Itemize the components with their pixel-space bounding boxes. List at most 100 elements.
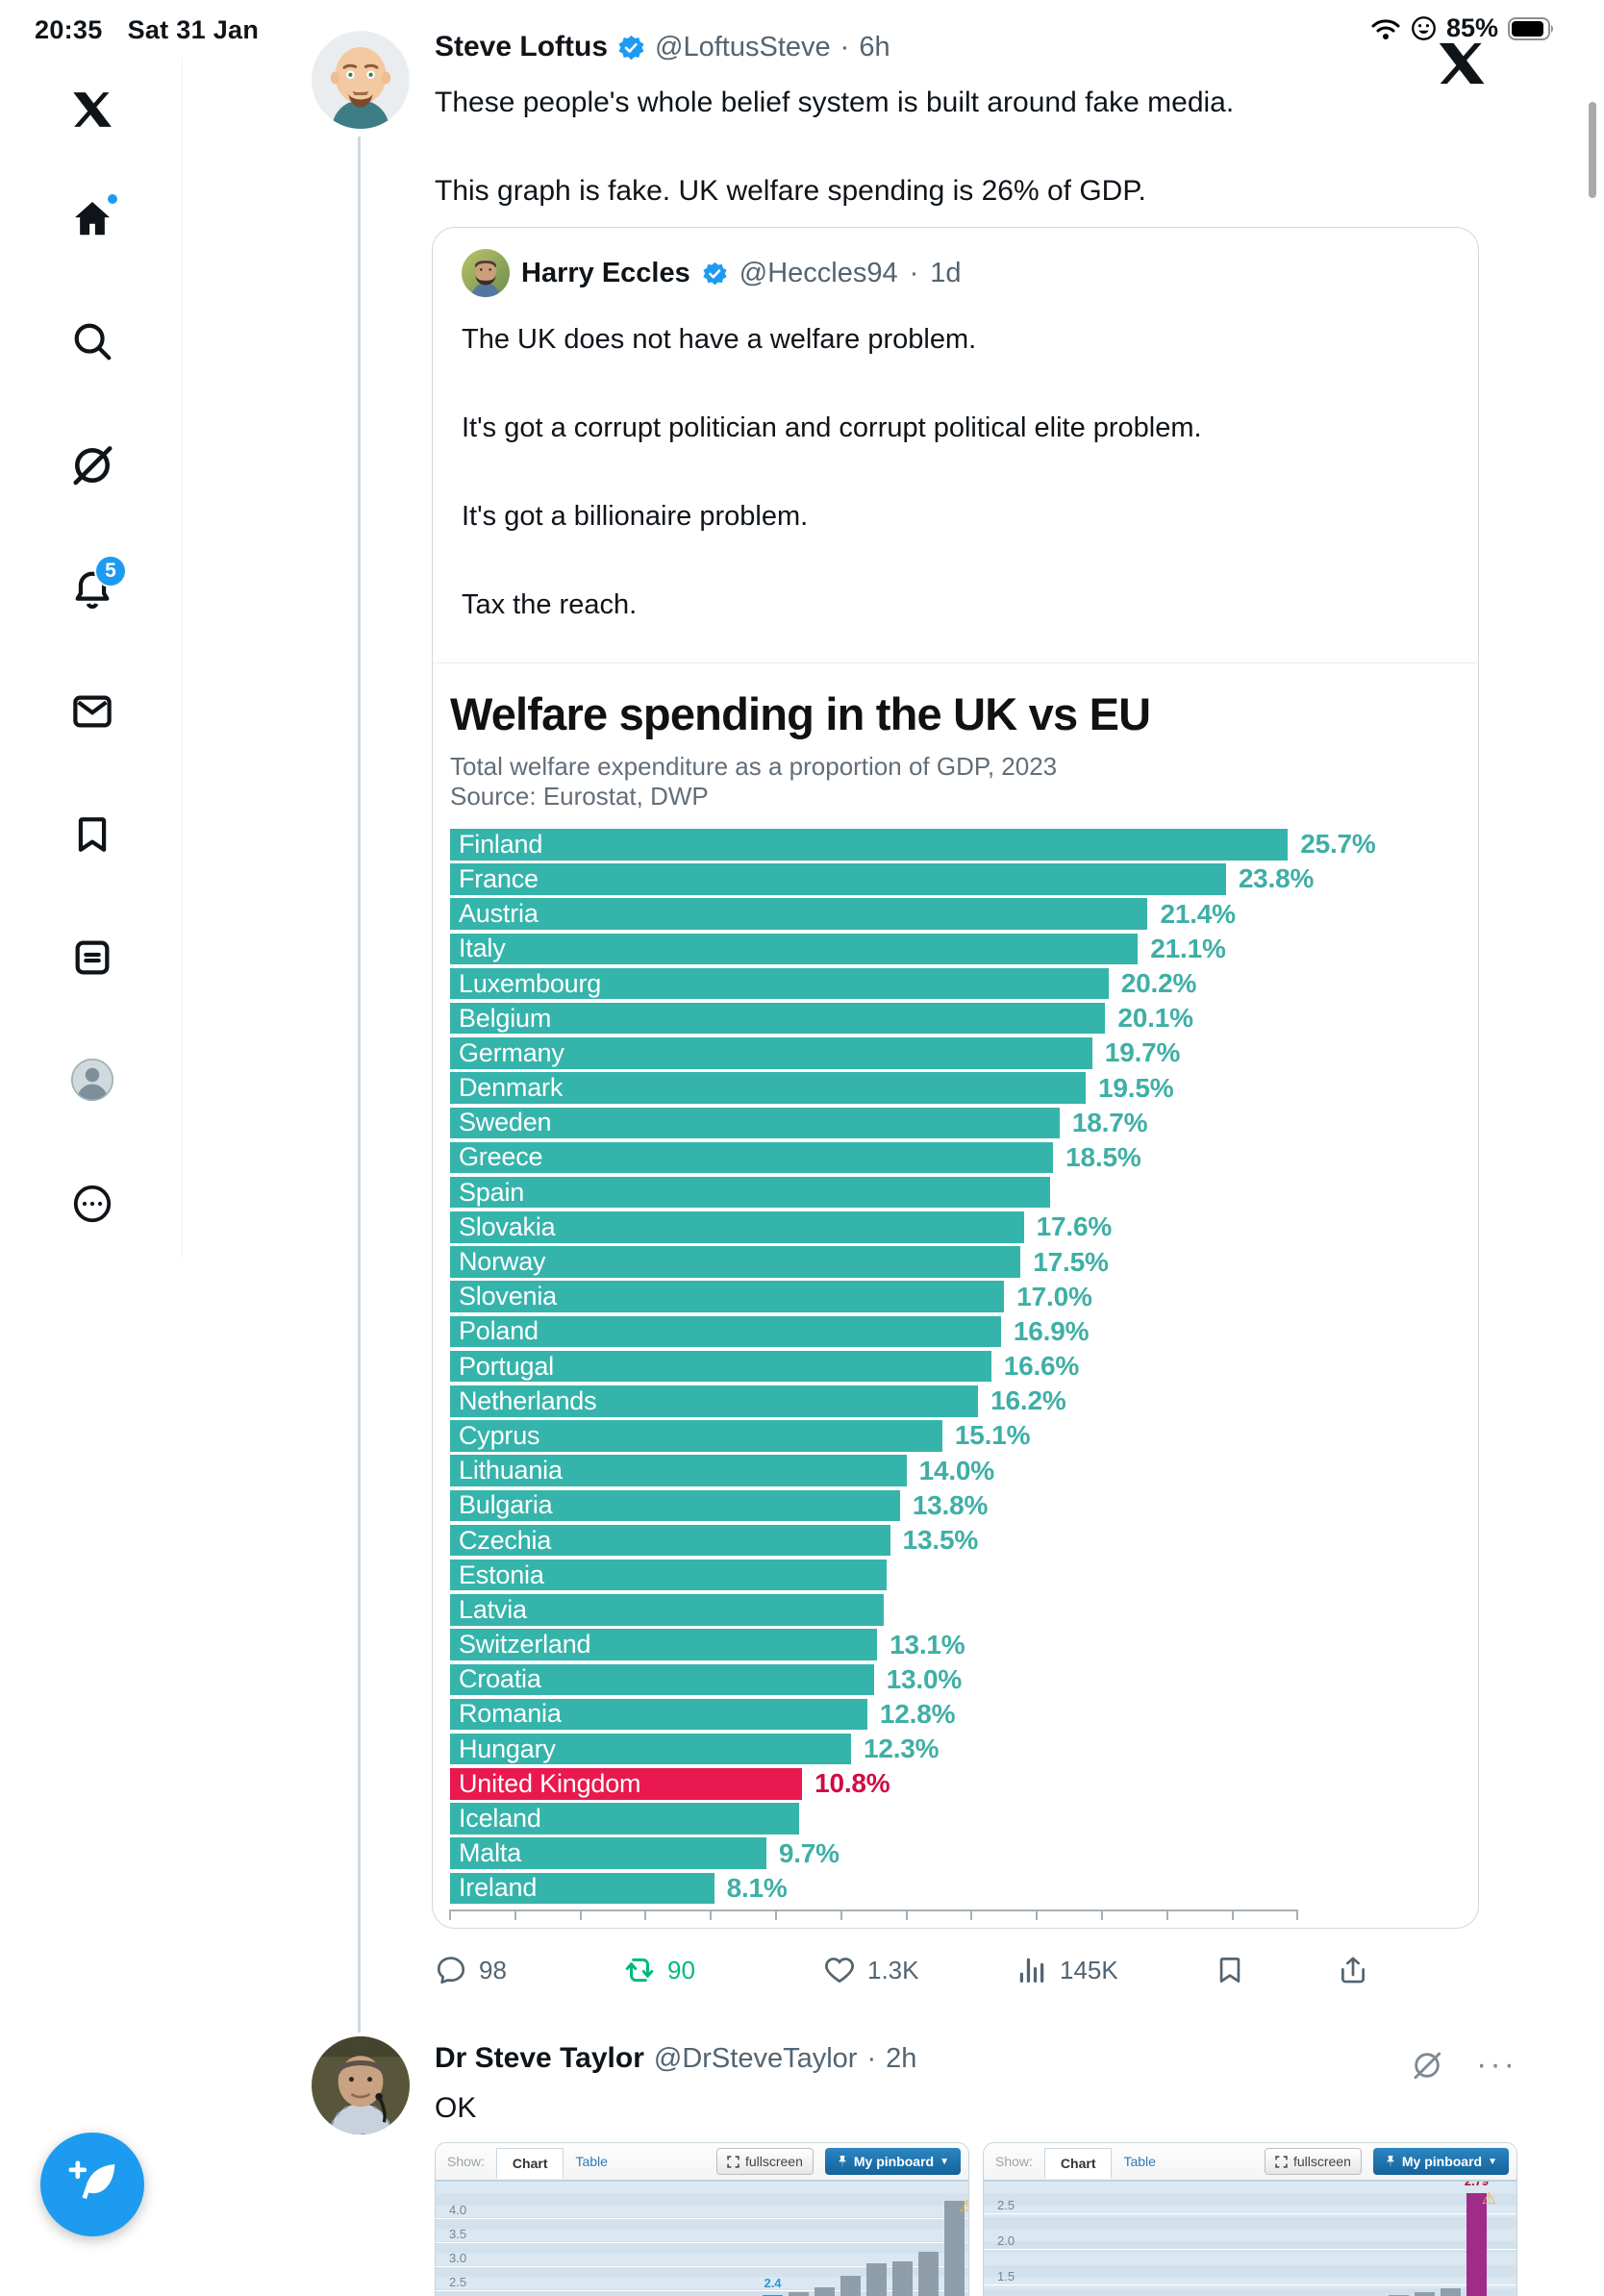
- clock: 20:35: [35, 15, 103, 44]
- bar-row: Romania 12.8%: [450, 1698, 1461, 1731]
- sidebar-item-bookmarks[interactable]: [69, 811, 115, 858]
- bar-row: Austria 21.4%: [450, 898, 1461, 930]
- sidebar-item-messages[interactable]: [69, 688, 115, 735]
- bar: Latvia: [450, 1594, 884, 1626]
- sidebar-item-x-home-logo[interactable]: [69, 87, 115, 133]
- reply-display-name[interactable]: Dr Steve Taylor: [435, 2042, 644, 2074]
- mini-bar: [1441, 2288, 1461, 2296]
- bar-category-label: Austria: [459, 899, 539, 929]
- bar-value-label: 18.7%: [1071, 1107, 1148, 1137]
- fullscreen-button[interactable]: fullscreen: [715, 2148, 814, 2175]
- bar-value-label: 18.5%: [1065, 1141, 1141, 1172]
- reply-button[interactable]: 98: [435, 1954, 507, 1986]
- fullscreen-button[interactable]: fullscreen: [1264, 2148, 1362, 2175]
- bar-category-label: Switzerland: [459, 1630, 591, 1660]
- sidebar-item-grok[interactable]: [69, 442, 115, 488]
- bar: Slovakia: [450, 1211, 1024, 1243]
- avatar-dr-steve-taylor[interactable]: [312, 2036, 410, 2134]
- bar-row: Ireland 8.1%: [450, 1872, 1461, 1905]
- bar-row: Malta 9.7%: [450, 1837, 1461, 1869]
- reply-handle[interactable]: @DrSteveTaylor: [653, 2042, 858, 2074]
- bar-value-label: 13.8%: [912, 1489, 989, 1520]
- grok-actions-icon[interactable]: [1411, 2049, 1443, 2082]
- bar: Iceland: [450, 1803, 799, 1834]
- statista-widget-thumbnail-2[interactable]: Show: Chart Table fullscreen My pinboard…: [983, 2142, 1517, 2296]
- more-options-icon[interactable]: ···: [1476, 2046, 1517, 2083]
- quoted-paragraph: It's got a corrupt politician and corrup…: [462, 412, 1202, 443]
- repost-button[interactable]: 90: [623, 1954, 695, 1986]
- bar: Hungary: [450, 1733, 851, 1765]
- bar: Romania: [450, 1698, 867, 1731]
- mini-plot-area: 2.5 2.0 1.5 2.79⚠: [984, 2182, 1516, 2296]
- welfare-chart-image[interactable]: Welfare spending in the UK vs EU Total w…: [433, 663, 1478, 1928]
- bar: Ireland: [450, 1872, 714, 1905]
- bar-value-label: 15.1%: [954, 1420, 1031, 1451]
- quoted-tweet-body: The UK does not have a welfare problem. …: [433, 297, 1478, 623]
- verified-badge-icon: [617, 34, 645, 62]
- bar-value-label: 21.4%: [1160, 898, 1236, 929]
- mini-bar: [1415, 2291, 1435, 2296]
- bar-row: Belgium 20.1%: [450, 1002, 1461, 1035]
- bar-category-label: Bulgaria: [459, 1490, 553, 1520]
- bar-row: Poland 16.9%: [450, 1315, 1461, 1348]
- bar: Croatia: [450, 1663, 874, 1695]
- view-count: 145K: [1060, 1955, 1118, 1984]
- tab-chart[interactable]: Chart: [1043, 2148, 1113, 2179]
- mini-y-tick-label: 2.5: [449, 2274, 467, 2289]
- bar-category-label: Belgium: [459, 1003, 552, 1033]
- bar-category-label: Ireland: [459, 1873, 538, 1903]
- bookmark-button[interactable]: [1214, 1954, 1246, 1986]
- sidebar-item-more[interactable]: [69, 1181, 115, 1227]
- my-pinboard-button[interactable]: My pinboard ▼: [1372, 2148, 1509, 2175]
- bar: France: [450, 863, 1226, 895]
- caret-down-icon: ▼: [940, 2156, 949, 2167]
- mini-chart-2: 2.5 2.0 1.5 2.79⚠: [984, 2182, 1516, 2296]
- bar-row: Lithuania 14.0%: [450, 1455, 1461, 1486]
- statista-widget-thumbnail-1[interactable]: Show: Chart Table fullscreen My pinboard…: [435, 2142, 969, 2296]
- sidebar-item-notifications[interactable]: 5: [69, 555, 127, 612]
- x-axis-tick: [514, 1909, 516, 1921]
- views-button[interactable]: 145K: [1015, 1954, 1118, 1986]
- battery-percent: 85%: [1445, 13, 1498, 42]
- x-axis-tick: [710, 1909, 713, 1921]
- bar-row: Netherlands 16.2%: [450, 1385, 1461, 1417]
- bar-row: United Kingdom 10.8%: [450, 1768, 1461, 1800]
- quoted-display-name[interactable]: Harry Eccles: [521, 257, 690, 288]
- bar-category-label: Luxembourg: [459, 968, 602, 998]
- like-button[interactable]: 1.3K: [823, 1954, 919, 1986]
- quoted-handle[interactable]: @Heccles94: [739, 257, 898, 288]
- tab-table[interactable]: Table: [1123, 2154, 1156, 2169]
- handle[interactable]: @LoftusSteve: [655, 31, 831, 62]
- sidebar-item-lists[interactable]: [69, 935, 115, 981]
- avatar-harry-eccles[interactable]: [462, 249, 510, 297]
- battery-icon: [1508, 16, 1556, 41]
- mini-bar-value-label: 2.4: [764, 2275, 782, 2290]
- avatar-steve-loftus[interactable]: [312, 31, 410, 129]
- share-button[interactable]: [1337, 1954, 1369, 1986]
- x-axis-tick: [1296, 1909, 1299, 1921]
- tab-chart[interactable]: Chart: [495, 2148, 564, 2179]
- bar-value-label: 9.7%: [778, 1837, 840, 1868]
- bar-value-label: 19.5%: [1098, 1072, 1174, 1103]
- main-tweet-text-2: This graph is fake. UK welfare spending …: [435, 175, 1146, 207]
- mini-bar: [892, 2260, 913, 2296]
- my-pinboard-button[interactable]: My pinboard ▼: [824, 2148, 961, 2175]
- mini-bars: 2.4 ⚠: [503, 2197, 968, 2296]
- bar-value-label: 16.6%: [1003, 1351, 1080, 1382]
- sidebar-item-home[interactable]: [69, 194, 117, 242]
- sidebar-item-search[interactable]: [69, 318, 115, 364]
- compose-button[interactable]: [40, 2133, 144, 2236]
- mini-y-tick-label: 2.0: [997, 2234, 1015, 2249]
- x-axis-tick: [840, 1909, 842, 1921]
- sidebar-item-profile[interactable]: [69, 1057, 115, 1103]
- display-name[interactable]: Steve Loftus: [435, 31, 609, 62]
- bar-value-label: 12.3%: [863, 1734, 940, 1764]
- bar-category-label: Romania: [459, 1699, 562, 1729]
- bar: Malta: [450, 1837, 766, 1869]
- bar-row: Portugal 16.6%: [450, 1350, 1461, 1383]
- tab-table[interactable]: Table: [575, 2154, 608, 2169]
- pinboard-label: My pinboard: [1401, 2154, 1483, 2169]
- scrollbar[interactable]: [1589, 102, 1596, 198]
- quoted-tweet-card[interactable]: Harry Eccles @Heccles94 · 1d The UK does…: [432, 227, 1479, 1929]
- x-axis-tick: [775, 1909, 777, 1921]
